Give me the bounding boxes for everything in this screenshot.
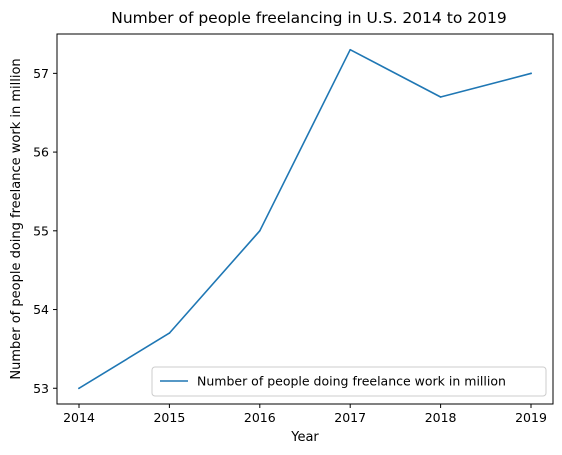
plot-frame	[56, 33, 554, 405]
data-point	[439, 96, 442, 98]
x-tick-label: 2018	[425, 410, 457, 425]
x-axis-label: Year	[290, 430, 319, 445]
x-tick-label: 2016	[244, 410, 276, 425]
y-tick-label: 57	[33, 66, 49, 81]
legend-entry-label: Number of people doing freelance work in…	[197, 374, 506, 389]
x-axis-ticks: 2014 2015 2016 2017 2018 2019	[63, 404, 547, 425]
y-tick-label: 53	[33, 381, 49, 396]
legend-box	[151, 366, 547, 397]
data-point	[259, 230, 261, 232]
x-tick-label: 2019	[515, 410, 547, 425]
data-point	[78, 387, 80, 390]
y-tick-label: 54	[33, 302, 49, 317]
x-tick-label: 2017	[334, 410, 366, 425]
x-tick-label: 2015	[153, 410, 185, 425]
y-tick-label: 56	[33, 145, 49, 160]
y-axis-ticks: 53 54 55 56 57	[33, 66, 57, 396]
legend: Number of people doing freelance work in…	[151, 366, 547, 397]
x-tick-label: 2014	[63, 410, 95, 425]
y-tick-label: 55	[33, 223, 49, 238]
y-axis-label: Number of people doing freelance work in…	[9, 58, 24, 379]
data-points	[78, 48, 532, 390]
plot-area	[57, 34, 553, 404]
series-line	[77, 48, 532, 390]
chart-title: Number of people freelancing in U.S. 201…	[111, 9, 506, 27]
data-point	[530, 72, 532, 75]
data-point	[168, 332, 171, 334]
data-point	[349, 48, 352, 51]
